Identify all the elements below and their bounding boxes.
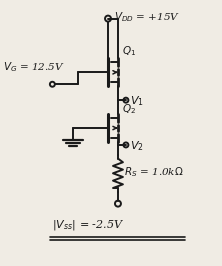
Text: $R_S$ = 1.0k$\Omega$: $R_S$ = 1.0k$\Omega$: [124, 165, 184, 179]
Text: $V_1$: $V_1$: [130, 94, 144, 108]
Text: $V_{DD}$ = +15V: $V_{DD}$ = +15V: [114, 11, 180, 24]
Text: $V_2$: $V_2$: [130, 139, 144, 153]
Text: $Q_2$: $Q_2$: [122, 102, 136, 116]
Text: $|V_{ss}|$ = -2.5V: $|V_{ss}|$ = -2.5V: [52, 218, 125, 232]
Text: $Q_1$: $Q_1$: [122, 44, 136, 58]
Text: $V_G$ = 12.5V: $V_G$ = 12.5V: [3, 60, 64, 74]
